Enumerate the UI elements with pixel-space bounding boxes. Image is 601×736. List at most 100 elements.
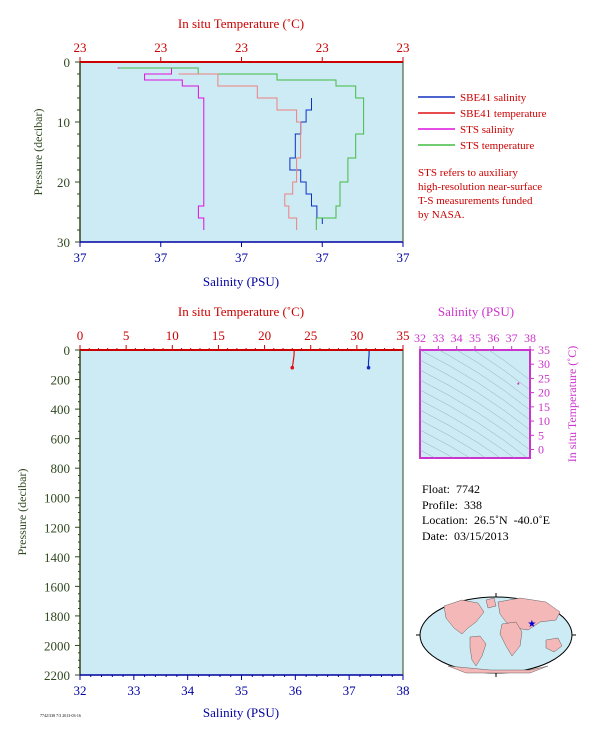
ts-salinity-axis-label: Salinity (PSU) — [438, 304, 514, 319]
bottom-y-tick-label: 1000 — [44, 491, 70, 506]
ts-temp-tick-label: 0 — [538, 442, 544, 456]
bottom-y-tick-label: 800 — [51, 461, 71, 476]
ts-sal-tick-label: 35 — [469, 331, 481, 345]
density-contour — [420, 409, 501, 458]
location: Location: 26.5˚N -40.0˚E — [422, 513, 550, 527]
bottom-temp-tick-label: 10 — [166, 328, 179, 343]
top-sal-tick-label: 37 — [316, 250, 330, 265]
top-sal-tick-label: 37 — [74, 250, 88, 265]
legend-label-sts-salinity: STS salinity — [460, 124, 515, 136]
sts-note: STS refers to auxiliary high-resolution … — [418, 167, 542, 221]
density-contour — [420, 439, 454, 458]
bottom-y-tick-label: 2000 — [44, 638, 70, 653]
bottom-temp-axis-label: In situ Temperature (˚C) — [178, 304, 304, 319]
bottom-y-tick-label: 0 — [64, 343, 71, 358]
full-profile-chart: 0200400600800100012001400160018002000220… — [15, 304, 410, 720]
top-temp-tick-label: 23 — [235, 40, 248, 55]
top-y-tick-label: 0 — [64, 55, 71, 70]
bottom-temp-tick-label: 30 — [350, 328, 363, 343]
bottom-sal-tick-label: 35 — [235, 683, 248, 698]
continent-australia — [545, 637, 563, 653]
ts-temp-tick-label: 25 — [538, 371, 550, 385]
top-sal-tick-label: 37 — [154, 250, 168, 265]
bottom-series-line — [291, 350, 295, 368]
bottom-temp-tick-label: 25 — [304, 328, 317, 343]
density-contour — [420, 389, 528, 458]
ts-sal-tick-label: 37 — [506, 331, 518, 345]
float-id: Float: 7742 — [422, 482, 481, 496]
sts-note-line-3: T-S measurements funded — [418, 195, 533, 207]
bottom-sal-tick-label: 37 — [343, 683, 357, 698]
sts-note-line-4: by NASA. — [418, 209, 465, 221]
continent-greenland — [485, 597, 497, 609]
date: Date: 03/15/2013 — [422, 528, 509, 543]
ts-point — [517, 382, 520, 385]
top-y-tick-label: 20 — [57, 175, 70, 190]
ts-plot-area — [419, 349, 531, 459]
density-contours — [420, 350, 530, 458]
top-y-tick-label: 30 — [57, 235, 70, 250]
float-location-marker: ★ — [527, 619, 536, 630]
bottom-panel-ticks: 0200400600800100012001400160018002000220… — [44, 328, 410, 698]
continent-eurasia — [497, 597, 561, 631]
top-sal-tick-label: 37 — [397, 250, 411, 265]
ts-temp-tick-label: 10 — [538, 414, 550, 428]
bottom-salinity-axis-label: Salinity (PSU) — [203, 705, 279, 720]
ts-temp-tick-label: 30 — [538, 357, 550, 371]
bottom-series-layer — [290, 350, 371, 370]
top-series-line — [119, 67, 365, 230]
density-contour — [438, 350, 530, 411]
top-pressure-axis-label: Pressure (decibar) — [31, 109, 45, 196]
top-temp-tick-label: 23 — [74, 40, 87, 55]
density-contour — [420, 419, 487, 458]
top-series-line — [178, 73, 302, 230]
ts-sal-tick-label: 32 — [414, 331, 426, 345]
legend-label-sts-temperature: STS temperature — [460, 140, 534, 152]
top-temp-tick-label: 23 — [316, 40, 329, 55]
continent-north-america — [443, 599, 485, 635]
bottom-sal-tick-label: 34 — [181, 683, 195, 698]
density-contour — [420, 429, 471, 458]
bottom-sal-tick-label: 38 — [397, 683, 410, 698]
ts-sal-tick-label: 36 — [487, 331, 499, 345]
continent-antarctica — [447, 665, 549, 674]
bottom-y-tick-label: 1400 — [44, 550, 70, 565]
top-sal-tick-label: 37 — [235, 250, 249, 265]
top-series-layer — [117, 67, 365, 230]
bottom-y-tick-label: 1600 — [44, 579, 70, 594]
sts-note-line-1: STS refers to auxiliary — [418, 167, 518, 179]
density-contour — [420, 449, 436, 458]
bottom-sal-tick-label: 32 — [74, 683, 87, 698]
top-y-tick-label: 10 — [57, 115, 70, 130]
map-edge-ticks — [416, 593, 576, 677]
bottom-y-tick-label: 2200 — [44, 668, 70, 683]
bottom-sal-tick-label: 33 — [127, 683, 140, 698]
ts-temp-tick-label: 20 — [538, 386, 550, 400]
density-contour — [420, 350, 530, 421]
ts-points-layer — [517, 382, 520, 385]
bottom-pressure-axis-label: Pressure (decibar) — [15, 469, 29, 556]
legend-label-sbe-temperature: SBE41 temperature — [460, 108, 547, 120]
top-series-line — [117, 67, 205, 230]
bottom-temp-tick-label: 20 — [258, 328, 271, 343]
ts-temp-tick-label: 15 — [538, 400, 550, 414]
top-temp-tick-label: 23 — [397, 40, 410, 55]
bottom-y-tick-label: 400 — [51, 402, 71, 417]
top-temp-axis-label: In situ Temperature (˚C) — [178, 16, 304, 31]
ts-temp-tick-label: 35 — [538, 343, 550, 357]
bottom-temp-tick-label: 15 — [212, 328, 225, 343]
legend-label-sbe-salinity: SBE41 salinity — [460, 92, 527, 104]
top-temp-tick-label: 23 — [154, 40, 167, 55]
bottom-series-end-point — [366, 365, 371, 370]
density-contour — [420, 369, 530, 441]
bottom-y-tick-label: 200 — [51, 373, 71, 388]
bottom-temp-tick-label: 35 — [397, 328, 410, 343]
density-contour — [456, 350, 530, 401]
continent-africa — [499, 621, 523, 657]
bottom-sal-tick-label: 36 — [289, 683, 303, 698]
bottom-series-end-point — [290, 365, 295, 370]
density-contour — [420, 359, 530, 431]
